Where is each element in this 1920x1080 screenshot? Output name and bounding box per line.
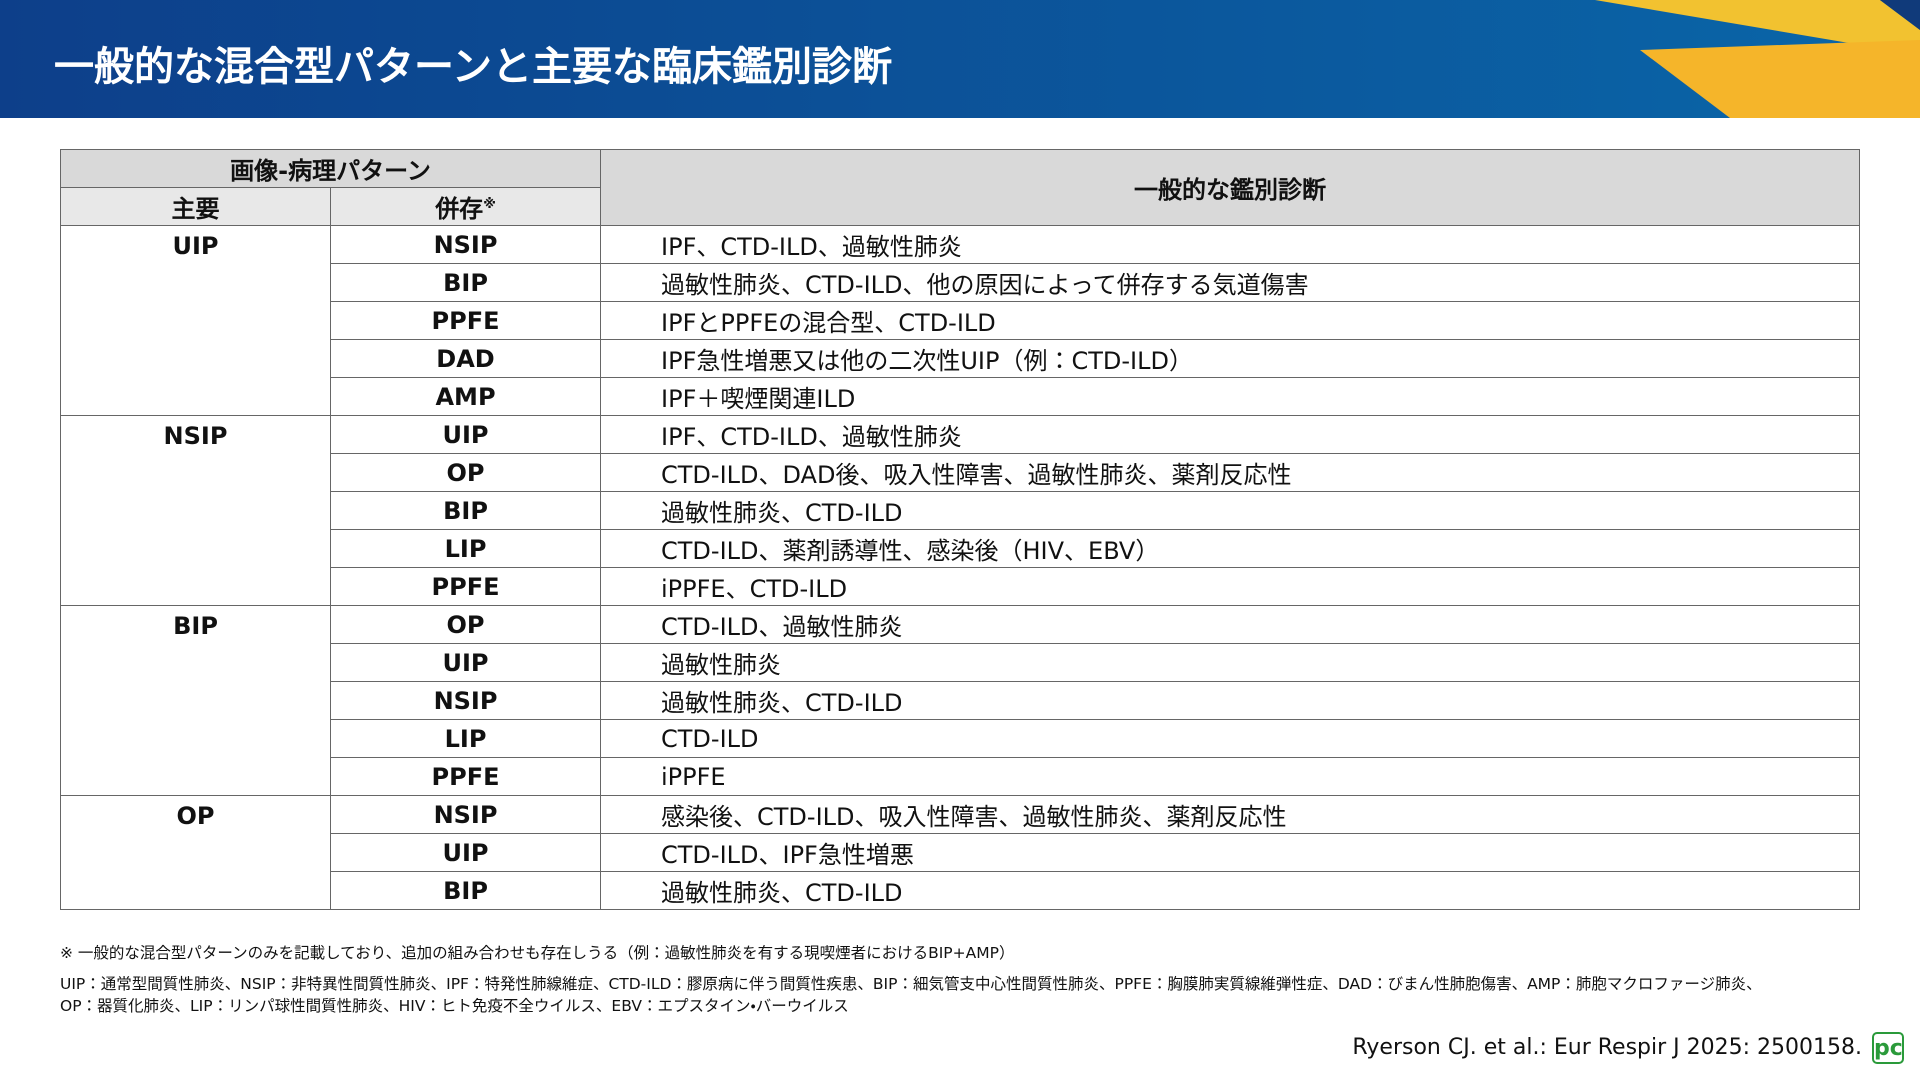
coexisting-cell: PPFE (329, 301, 602, 340)
row: DAD IPF急性増悪又は他の二次性UIP（例：CTD-ILD） (61, 339, 1860, 378)
row: LIP CTD-ILD (61, 719, 1860, 758)
note-mark: ※ (483, 197, 496, 212)
diagnosis-cell: 過敏性肺炎、CTD-ILD (600, 681, 1860, 720)
header-cell: 併存※ (329, 187, 602, 226)
row: UIP 過敏性肺炎 (61, 643, 1860, 682)
row: NSIP 過敏性肺炎、CTD-ILD (61, 681, 1860, 720)
diagnosis-cell: 過敏性肺炎、CTD-ILD、他の原因によって併存する気道傷害 (600, 263, 1860, 302)
row: PPFE iPPFE (61, 757, 1860, 796)
diagnosis-cell: iPPFE、CTD-ILD (600, 567, 1860, 606)
diagnosis-cell: 過敏性肺炎、CTD-ILD (600, 491, 1860, 530)
coexisting-cell: BIP (329, 491, 602, 530)
row: PPFE iPPFE、CTD-ILD (61, 567, 1860, 606)
row: NSIP UIP IPF、CTD-ILD、過敏性肺炎 (60, 415, 1860, 606)
diagnosis-cell: IPFとPPFEの混合型、CTD-ILD (600, 301, 1860, 340)
coexisting-cell: UIP (329, 643, 602, 682)
footnote: OP：器質化肺炎、LIP：リンパ球性間質性肺炎、HIV：ヒト免疫不全ウイルス、E… (60, 997, 849, 1015)
diagnosis-cell: CTD-ILD (600, 719, 1860, 758)
coexisting-cell: LIP (329, 529, 602, 568)
title: 一般的な混合型パターンと主要な臨床鑑別診断 (54, 44, 892, 90)
row: UIP CTD-ILD、IPF急性増悪 (61, 833, 1860, 872)
row: BIP OP CTD-ILD、過敏性肺炎 (60, 605, 1860, 796)
row: AMP IPF＋喫煙関連ILD (61, 377, 1860, 416)
coexisting-cell: PPFE (329, 567, 602, 606)
header-text: 併存 (435, 195, 484, 223)
diagnosis-cell: 過敏性肺炎 (600, 643, 1860, 682)
diagnosis-cell: CTD-ILD、DAD後、吸入性障害、過敏性肺炎、薬剤反応性 (600, 453, 1860, 492)
diagnosis-cell: 過敏性肺炎、CTD-ILD (600, 871, 1860, 910)
row: BIP 過敏性肺炎、CTD-ILD (61, 491, 1860, 530)
diagnosis-cell: CTD-ILD、薬剤誘導性、感染後（HIV、EBV） (600, 529, 1860, 568)
table: 画像-病理パターン 一般的な鑑別診断 主要 併存※ UIP NSIP IPF、CTD-I… (59, 149, 1860, 910)
coexisting-cell: NSIP (329, 795, 602, 834)
coexisting-cell: AMP (329, 377, 602, 416)
coexisting-cell: UIP (329, 415, 602, 454)
coexisting-cell: NSIP (329, 681, 602, 720)
coexisting-cell: BIP (329, 871, 602, 910)
banner (0, 0, 1920, 118)
diagnosis-cell: IPF、CTD-ILD、過敏性肺炎 (600, 225, 1860, 264)
header-cell: 一般的な鑑別診断 (600, 149, 1860, 226)
row: OP NSIP 感染後、CTD-ILD、吸入性障害、過敏性肺炎、薬剤反応性 (60, 795, 1860, 910)
footnote: ※ 一般的な混合型パターンのみを記載しており、追加の組み合わせも存在しうる（例：… (60, 944, 1015, 962)
coexisting-cell: OP (329, 605, 602, 644)
primary-cell: UIP (60, 225, 331, 416)
diagnosis-cell: iPPFE (600, 757, 1860, 796)
row: UIP NSIP IPF、CTD-ILD、過敏性肺炎 (60, 225, 1860, 416)
diagnosis-cell: IPF急性増悪又は他の二次性UIP（例：CTD-ILD） (600, 339, 1860, 378)
header-cell: 画像-病理パターン (59, 149, 602, 188)
coexisting-cell: UIP (329, 833, 602, 872)
header-cell: 主要 (60, 187, 331, 226)
coexisting-cell: NSIP (329, 225, 602, 264)
row: LIP CTD-ILD、薬剤誘導性、感染後（HIV、EBV） (61, 529, 1860, 568)
coexisting-cell: DAD (329, 339, 602, 378)
diagnosis-cell: CTD-ILD、IPF急性増悪 (600, 833, 1860, 872)
row: BIP 過敏性肺炎、CTD-ILD (61, 871, 1860, 910)
primary-cell: OP (60, 795, 331, 910)
row: BIP 過敏性肺炎、CTD-ILD、他の原因によって併存する気道傷害 (61, 263, 1860, 302)
diagnosis-cell: 感染後、CTD-ILD、吸入性障害、過敏性肺炎、薬剤反応性 (600, 795, 1860, 834)
coexisting-cell: PPFE (329, 757, 602, 796)
coexisting-cell: OP (329, 453, 602, 492)
citation: Ryerson CJ. et al.: Eur Respir J 2025: 2… (1352, 1035, 1862, 1060)
coexisting-cell: BIP (329, 263, 602, 302)
logo: pc (1872, 1032, 1904, 1064)
diagnosis-cell: CTD-ILD、過敏性肺炎 (600, 605, 1860, 644)
coexisting-cell: LIP (329, 719, 602, 758)
primary-cell: BIP (60, 605, 331, 796)
primary-cell: NSIP (60, 415, 331, 606)
footnote: UIP：通常型間質性肺炎、NSIP：非特異性間質性肺炎、IPF：特発性肺線維症、… (60, 975, 1762, 993)
row: OP CTD-ILD、DAD後、吸入性障害、過敏性肺炎、薬剤反応性 (61, 453, 1860, 492)
diagnosis-cell: IPF、CTD-ILD、過敏性肺炎 (600, 415, 1860, 454)
diagnosis-cell: IPF＋喫煙関連ILD (600, 377, 1860, 416)
row: PPFE IPFとPPFEの混合型、CTD-ILD (61, 301, 1860, 340)
